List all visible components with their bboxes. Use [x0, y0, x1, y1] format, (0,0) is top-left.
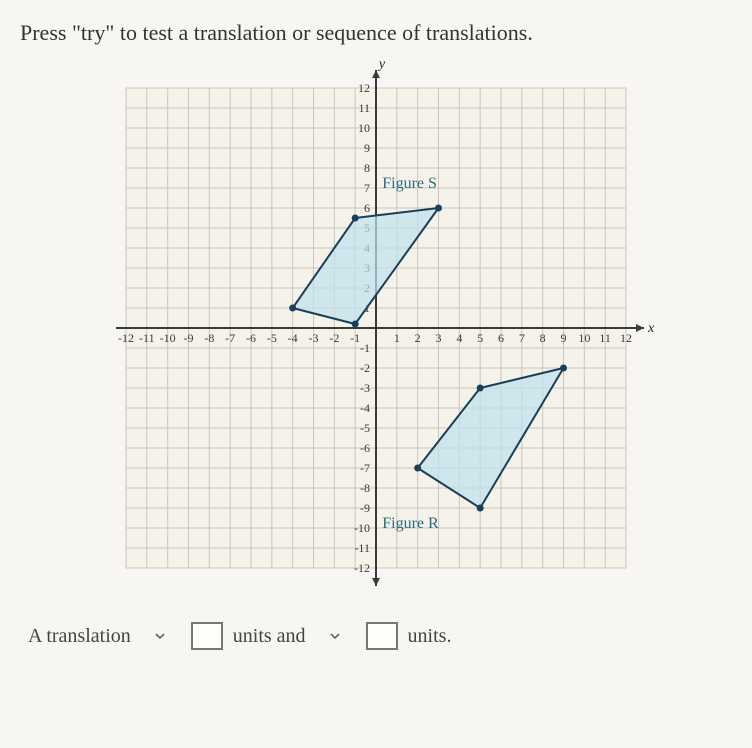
svg-text:-8: -8 — [204, 331, 214, 345]
svg-text:11: 11 — [358, 101, 370, 115]
svg-text:y: y — [377, 58, 386, 72]
svg-text:-2: -2 — [329, 331, 339, 345]
svg-text:-11: -11 — [139, 331, 155, 345]
svg-text:-9: -9 — [360, 501, 370, 515]
svg-text:4: 4 — [456, 331, 462, 345]
svg-text:-11: -11 — [354, 541, 370, 555]
svg-text:-9: -9 — [184, 331, 194, 345]
svg-text:Figure S: Figure S — [382, 175, 437, 192]
answer-row: A translation units and units. — [20, 622, 732, 650]
svg-text:6: 6 — [498, 331, 504, 345]
svg-text:-7: -7 — [225, 331, 235, 345]
svg-text:9: 9 — [364, 141, 370, 155]
svg-text:-7: -7 — [360, 461, 370, 475]
svg-text:11: 11 — [599, 331, 611, 345]
instruction-text: Press "try" to test a translation or seq… — [20, 20, 732, 46]
svg-text:-3: -3 — [360, 381, 370, 395]
svg-text:-6: -6 — [360, 441, 370, 455]
svg-text:6: 6 — [364, 201, 370, 215]
svg-text:-8: -8 — [360, 481, 370, 495]
svg-text:-12: -12 — [118, 331, 134, 345]
units-period-text: units. — [408, 625, 452, 648]
svg-text:9: 9 — [561, 331, 567, 345]
svg-text:2: 2 — [415, 331, 421, 345]
svg-text:7: 7 — [364, 181, 370, 195]
svg-text:Figure R: Figure R — [382, 515, 439, 532]
svg-text:-1: -1 — [360, 341, 370, 355]
svg-text:8: 8 — [364, 161, 370, 175]
svg-text:7: 7 — [519, 331, 525, 345]
svg-text:1: 1 — [394, 331, 400, 345]
chevron-down-icon — [154, 630, 166, 642]
svg-text:-5: -5 — [360, 421, 370, 435]
svg-text:8: 8 — [540, 331, 546, 345]
svg-text:5: 5 — [477, 331, 483, 345]
chevron-down-icon — [329, 630, 341, 642]
svg-text:-5: -5 — [267, 331, 277, 345]
svg-text:-10: -10 — [160, 331, 176, 345]
svg-text:-2: -2 — [360, 361, 370, 375]
svg-text:-6: -6 — [246, 331, 256, 345]
svg-text:12: 12 — [620, 331, 632, 345]
direction-dropdown-1[interactable] — [141, 622, 181, 650]
svg-text:10: 10 — [578, 331, 590, 345]
units-and-text: units and — [233, 625, 306, 648]
answer-prefix: A translation — [28, 625, 131, 648]
direction-dropdown-2[interactable] — [316, 622, 356, 650]
svg-text:10: 10 — [358, 121, 370, 135]
svg-text:-3: -3 — [309, 331, 319, 345]
coordinate-grid: -12-11-10-9-8-7-6-5-4-3-2-11234567891011… — [96, 58, 656, 598]
svg-text:-4: -4 — [360, 401, 370, 415]
svg-text:12: 12 — [358, 81, 370, 95]
svg-text:-1: -1 — [350, 331, 360, 345]
chart-container: -12-11-10-9-8-7-6-5-4-3-2-11234567891011… — [20, 58, 732, 598]
svg-text:-10: -10 — [354, 521, 370, 535]
svg-text:x: x — [647, 321, 655, 336]
units-input-1[interactable] — [191, 622, 223, 650]
svg-text:3: 3 — [436, 331, 442, 345]
units-input-2[interactable] — [366, 622, 398, 650]
svg-text:-12: -12 — [354, 561, 370, 575]
svg-text:-4: -4 — [288, 331, 298, 345]
